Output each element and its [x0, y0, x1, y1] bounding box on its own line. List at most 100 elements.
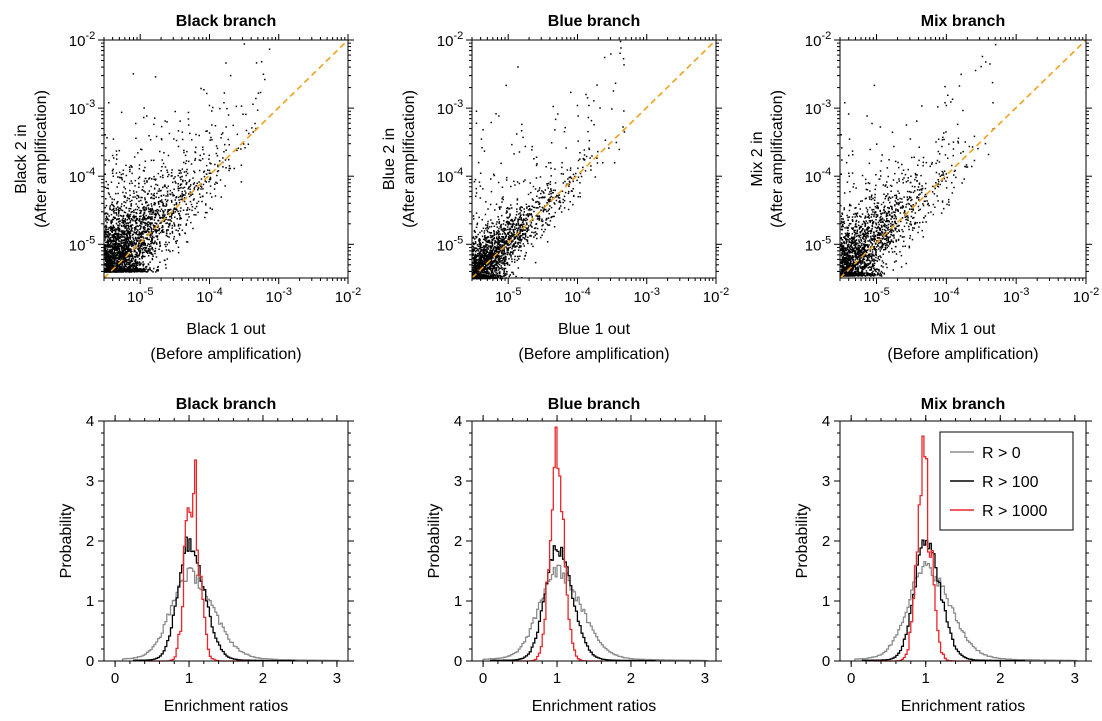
x-tick-label: 10-2: [703, 286, 729, 306]
x-tick-label: 10-5: [127, 286, 153, 306]
x-tick-label: 10-2: [1073, 286, 1099, 306]
y-tick-label: 3: [86, 473, 94, 490]
legend-entry: R > 1000: [982, 503, 1047, 520]
chart-title: Blue branch: [548, 396, 640, 413]
x-tick-label: 10-4: [564, 286, 590, 306]
x-tick-label: 10-3: [634, 286, 660, 306]
y-tick-label: 10-3: [437, 98, 463, 118]
reference-line: [103, 39, 349, 279]
y-axis-label: Probability: [58, 504, 75, 579]
y-tick-label: 0: [822, 653, 830, 670]
y-tick-label: 2: [86, 533, 94, 550]
x-tick-label: 10-2: [335, 286, 361, 306]
x-axis-label: Enrichment ratios: [532, 698, 657, 715]
y-axis-label: Probability: [426, 504, 443, 579]
y-tick-label: 2: [822, 533, 830, 550]
axes-frame: [839, 39, 1087, 279]
chart-title: Mix branch: [921, 13, 1005, 30]
reference-line: [839, 39, 1087, 279]
y-tick-label: 3: [454, 473, 462, 490]
axes-frame: [471, 420, 717, 662]
y-tick-label: 10-3: [69, 98, 95, 118]
x-tick-label: 10-5: [863, 286, 889, 306]
chart-title: Black branch: [176, 396, 276, 413]
y-tick-label: 1: [822, 593, 830, 610]
legend-entry: R > 0: [982, 445, 1021, 462]
y-axis-label-2: (After amplification): [33, 90, 50, 228]
tick-marks: [98, 34, 354, 284]
y-tick-label: 10-4: [805, 166, 831, 186]
axes-frame: [471, 39, 717, 279]
y-tick-label: 3: [822, 473, 830, 490]
x-tick-label: 10-5: [495, 286, 521, 306]
y-tick-label: 10-5: [437, 234, 463, 254]
scatter-panel-3: 10-5 10-4 10-3 10-2 10-5 10-4 10-3 10-2 Mix bran…: [749, 13, 1099, 363]
x-axis-label: Enrichment ratios: [164, 698, 289, 715]
scatter-panel-2: 10-5 10-4 10-3 10-2 10-5 10-4 10-3 10-2 Blue bra…: [381, 13, 729, 363]
scatter-points: [472, 40, 626, 280]
y-axis-label: Blue 2 in: [381, 128, 398, 190]
series-r-0: [482, 564, 708, 662]
x-tick-label: 1: [185, 670, 193, 687]
axes-frame: [103, 39, 349, 279]
y-tick-label: 4: [86, 413, 94, 430]
y-tick-label: 10-3: [805, 98, 831, 118]
legend-entry: R > 100: [982, 474, 1039, 491]
y-tick-label: 1: [86, 593, 94, 610]
histogram-panel-2: 0 1 2 3 0 1 2 3 4 Blue branch Enrichment ratios Pro…: [426, 396, 722, 715]
x-tick-label: 2: [627, 670, 635, 687]
x-tick-label: 2: [996, 670, 1004, 687]
x-axis-label-2: (Before amplification): [150, 346, 301, 363]
x-axis-label-2: (Before amplification): [887, 346, 1038, 363]
y-tick-label: 10-5: [805, 234, 831, 254]
series-r-100: [489, 545, 656, 662]
y-tick-label: 10-2: [437, 30, 463, 50]
x-tick-label: 0: [111, 670, 119, 687]
x-tick-label: 3: [333, 670, 341, 687]
y-axis-label: Probability: [794, 504, 811, 579]
y-axis-label: Black 2 in: [13, 124, 30, 193]
tick-marks: [834, 415, 1092, 667]
x-tick-label: 2: [259, 670, 267, 687]
y-axis-label: Mix 2 in: [749, 131, 766, 186]
series-r-100: [861, 539, 1026, 662]
x-tick-label: 10-4: [196, 286, 222, 306]
x-tick-label: 3: [1071, 670, 1079, 687]
x-tick-label: 1: [922, 670, 930, 687]
histogram-panel-1: 0 1 2 3 0 1 2 3 4 Black branch Enrichment ratios Pr…: [58, 396, 354, 715]
tick-marks: [466, 34, 722, 284]
axes-frame: [103, 420, 349, 662]
y-tick-label: 10-2: [69, 30, 95, 50]
x-tick-label: 10-3: [1003, 286, 1029, 306]
scatter-points: [840, 43, 997, 277]
x-tick-label: 0: [847, 670, 855, 687]
x-axis-label: Mix 1 out: [931, 321, 996, 338]
y-tick-label: 4: [454, 413, 462, 430]
tick-marks: [98, 415, 354, 667]
y-tick-label: 2: [454, 533, 462, 550]
y-tick-label: 0: [86, 653, 94, 670]
x-axis-label: Enrichment ratios: [901, 698, 1026, 715]
x-axis-label: Black 1 out: [186, 321, 266, 338]
y-tick-label: 10-4: [437, 166, 463, 186]
chart-title: Black branch: [176, 13, 276, 30]
scatter-points: [104, 43, 271, 273]
chart-title: Blue branch: [548, 13, 640, 30]
x-tick-label: 3: [701, 670, 709, 687]
legend: R > 0 R > 100 R > 1000: [939, 431, 1074, 531]
x-tick-label: 1: [553, 670, 561, 687]
tick-marks: [834, 34, 1092, 284]
x-axis-label: Blue 1 out: [558, 321, 631, 338]
scatter-panel-1: 10-5 10-4 10-3 10-2 10-5 10-4 10-3 10-2 Black br…: [13, 13, 361, 363]
reference-line: [471, 39, 717, 279]
histogram-panel-3: 0 1 2 3 0 1 2 3 4 Mix branch Enrichment ratios Prob…: [794, 396, 1092, 715]
y-axis-label-2: (After amplification): [401, 90, 418, 228]
series-r-100: [132, 536, 296, 662]
y-axis-label-2: (After amplification): [769, 90, 786, 228]
y-tick-label: 1: [454, 593, 462, 610]
x-tick-label: 10-4: [933, 286, 959, 306]
tick-marks: [466, 415, 722, 667]
x-tick-label: 0: [479, 670, 487, 687]
y-tick-label: 10-4: [69, 166, 95, 186]
y-tick-label: 10-5: [69, 234, 95, 254]
